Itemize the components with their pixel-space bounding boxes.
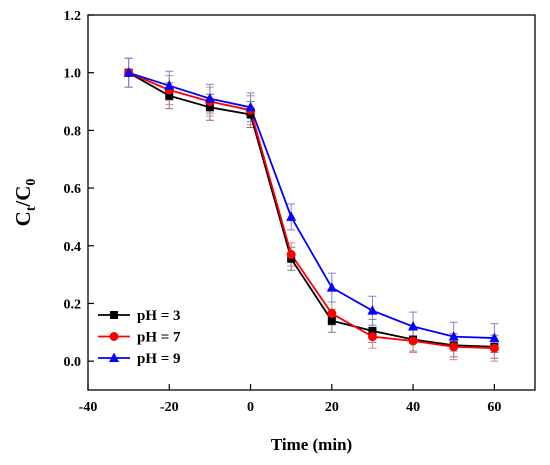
series-2-point xyxy=(286,249,296,259)
series-3-point xyxy=(326,282,337,292)
series-3-point xyxy=(489,332,500,343)
series-1-point xyxy=(368,326,377,335)
legend-label: pH = 7 xyxy=(137,330,181,346)
legend-label: pH = 9 xyxy=(137,351,181,367)
series-2-point xyxy=(408,336,418,346)
series-3-line xyxy=(128,71,495,339)
x-tick-label: -40 xyxy=(79,400,98,415)
series-3-point xyxy=(204,93,215,103)
legend-swatch-marker xyxy=(109,332,119,341)
x-axis-title: Time (min) xyxy=(271,435,352,454)
x-tick-label: -20 xyxy=(160,400,179,415)
series-3-point xyxy=(286,211,297,221)
series-2-point xyxy=(489,343,499,353)
y-axis-title-sub2: 0 xyxy=(24,179,39,186)
series-2-line xyxy=(128,71,495,350)
series-2-point xyxy=(367,332,377,342)
y-axis-title-sep: /C xyxy=(11,186,35,208)
y-tick-label: 0.2 xyxy=(64,297,82,312)
x-tick-label: 0 xyxy=(247,400,254,415)
series-3-point xyxy=(164,80,175,90)
legend-entry-2: pH = 7 xyxy=(98,330,181,346)
series-3-point xyxy=(408,321,419,331)
x-tick-label: 20 xyxy=(325,400,339,415)
series-lines xyxy=(128,71,495,350)
series-1-point xyxy=(205,103,214,112)
x-tick-label: 60 xyxy=(487,400,501,415)
legend-swatch-marker xyxy=(109,352,119,362)
plot-frame xyxy=(87,14,536,391)
series-1-point xyxy=(327,316,336,325)
y-tick-label: 1.0 xyxy=(64,67,82,82)
series-1-line xyxy=(128,71,495,348)
y-tick-label: 0.8 xyxy=(64,124,82,139)
y-axis-title-main: C xyxy=(11,211,35,226)
series-markers xyxy=(123,67,500,353)
y-axis-title-sub1: t xyxy=(24,206,39,211)
y-tick-label: 0.6 xyxy=(64,182,82,197)
series-3-point xyxy=(123,67,134,77)
series-1-point xyxy=(165,91,174,100)
y-axis-title: Ct/C0 xyxy=(11,179,39,227)
legend-label: pH = 3 xyxy=(137,308,181,324)
y-tick-label: 1.2 xyxy=(64,9,82,24)
legend-entry-3: pH = 9 xyxy=(98,351,181,367)
legend: pH = 3 pH = 7 pH = 9 xyxy=(98,308,181,367)
legend-entry-1: pH = 3 xyxy=(98,308,181,324)
legend-swatch-marker xyxy=(110,311,118,319)
series-3-point xyxy=(245,101,256,112)
series-2-point xyxy=(327,309,337,319)
x-tick-label: 40 xyxy=(406,400,420,415)
series-3-point xyxy=(367,305,378,315)
series-3-point xyxy=(448,331,459,341)
series-2-point xyxy=(449,342,459,352)
y-tick-label: 0.0 xyxy=(64,355,82,370)
y-tick-label: 0.4 xyxy=(64,240,82,255)
axis-ticks: -40 -20 0 20 40 60 0.0 0.2 0.4 0.6 0.8 1.0 1.2 xyxy=(64,9,502,415)
error-bars xyxy=(124,57,499,362)
